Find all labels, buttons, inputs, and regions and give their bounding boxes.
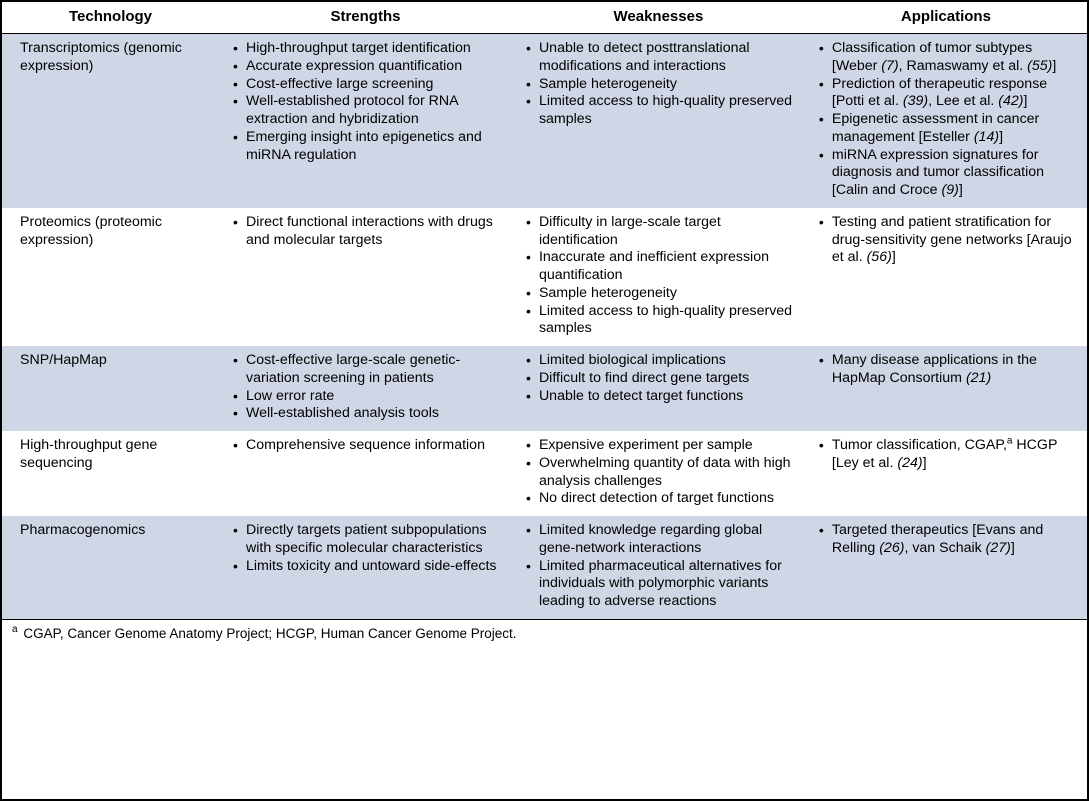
- list-item: Many disease applications in the HapMap …: [819, 352, 1077, 388]
- list-item: Directly targets patient subpopulations …: [233, 522, 502, 558]
- cell-weaknesses: Difficulty in large-scale target identif…: [512, 208, 805, 346]
- cell-strengths-list: Comprehensive sequence information: [233, 437, 502, 455]
- list-item: Accurate expression quantification: [233, 58, 502, 76]
- col-header-strengths: Strengths: [219, 2, 512, 34]
- cell-strengths-list: Directly targets patient subpopulations …: [233, 522, 502, 575]
- cell-weaknesses-list: Limited knowledge regarding global gene-…: [526, 522, 795, 611]
- list-item: Unable to detect target functions: [526, 388, 795, 406]
- table-body: Transcriptomics (genomic expression)High…: [2, 34, 1087, 620]
- list-item: Tumor classification, CGAP,a HCGP [Ley e…: [819, 437, 1077, 473]
- list-item: Difficulty in large-scale target identif…: [526, 214, 795, 250]
- list-item: Comprehensive sequence information: [233, 437, 502, 455]
- list-item: Sample heterogeneity: [526, 285, 795, 303]
- table-wrapper: Technology Strengths Weaknesses Applicat…: [2, 2, 1087, 799]
- list-item: Limited access to high-quality preserved…: [526, 303, 795, 339]
- list-item: Cost-effective large-scale genetic-varia…: [233, 352, 502, 388]
- list-item: Limited knowledge regarding global gene-…: [526, 522, 795, 558]
- list-item: Emerging insight into epigenetics and mi…: [233, 129, 502, 165]
- list-item: No direct detection of target functions: [526, 490, 795, 508]
- cell-weaknesses-list: Difficulty in large-scale target identif…: [526, 214, 795, 338]
- cell-applications-list: Many disease applications in the HapMap …: [819, 352, 1077, 388]
- list-item: Limited pharmaceutical alternatives for …: [526, 558, 795, 611]
- list-item: Targeted therapeutics [Evans and Relling…: [819, 522, 1077, 558]
- cell-applications-list: Classification of tumor subtypes [Weber …: [819, 40, 1077, 200]
- table-header-row: Technology Strengths Weaknesses Applicat…: [2, 2, 1087, 34]
- cell-weaknesses: Limited knowledge regarding global gene-…: [512, 516, 805, 619]
- table-footnote: a CGAP, Cancer Genome Anatomy Project; H…: [2, 619, 1087, 648]
- cell-technology: Proteomics (proteomic expression): [2, 208, 219, 346]
- col-header-applications: Applications: [805, 2, 1087, 34]
- cell-applications-list: Targeted therapeutics [Evans and Relling…: [819, 522, 1077, 558]
- list-item: Direct functional interactions with drug…: [233, 214, 502, 250]
- cell-applications: Many disease applications in the HapMap …: [805, 346, 1087, 431]
- list-item: Limited biological implications: [526, 352, 795, 370]
- cell-strengths: Cost-effective large-scale genetic-varia…: [219, 346, 512, 431]
- cell-applications: Testing and patient stratification for d…: [805, 208, 1087, 346]
- cell-applications-list: Tumor classification, CGAP,a HCGP [Ley e…: [819, 437, 1077, 473]
- cell-weaknesses-list: Expensive experiment per sampleOverwhelm…: [526, 437, 795, 508]
- cell-weaknesses-list: Unable to detect posttranslational modif…: [526, 40, 795, 129]
- table-row: Pharmacogenomics Directly targets patient…: [2, 516, 1087, 619]
- cell-weaknesses: Expensive experiment per sampleOverwhelm…: [512, 431, 805, 516]
- cell-technology: High-throughput gene sequencing: [2, 431, 219, 516]
- table-footnote-row: a CGAP, Cancer Genome Anatomy Project; H…: [2, 619, 1087, 648]
- cell-applications: Tumor classification, CGAP,a HCGP [Ley e…: [805, 431, 1087, 516]
- list-item: Inaccurate and inefficient expression qu…: [526, 249, 795, 285]
- list-item: Sample heterogeneity: [526, 76, 795, 94]
- list-item: Prediction of therapeutic response [Pott…: [819, 76, 1077, 112]
- cell-technology: Pharmacogenomics: [2, 516, 219, 619]
- cell-technology: Transcriptomics (genomic expression): [2, 34, 219, 208]
- technology-comparison-table: Technology Strengths Weaknesses Applicat…: [2, 2, 1087, 649]
- table-row: Transcriptomics (genomic expression)High…: [2, 34, 1087, 208]
- table-row: High-throughput gene sequencing Comprehen…: [2, 431, 1087, 516]
- list-item: Overwhelming quantity of data with high …: [526, 455, 795, 491]
- list-item: Testing and patient stratification for d…: [819, 214, 1077, 267]
- list-item: Low error rate: [233, 388, 502, 406]
- cell-strengths-list: High-throughput target identificationAcc…: [233, 40, 502, 164]
- cell-strengths: High-throughput target identificationAcc…: [219, 34, 512, 208]
- list-item: Well-established analysis tools: [233, 405, 502, 423]
- list-item: Epigenetic assessment in cancer manageme…: [819, 111, 1077, 147]
- list-item: High-throughput target identification: [233, 40, 502, 58]
- cell-strengths-list: Direct functional interactions with drug…: [233, 214, 502, 250]
- cell-weaknesses-list: Limited biological implicationsDifficult…: [526, 352, 795, 405]
- cell-weaknesses: Unable to detect posttranslational modif…: [512, 34, 805, 208]
- cell-strengths-list: Cost-effective large-scale genetic-varia…: [233, 352, 502, 423]
- list-item: miRNA expression signatures for diagnosi…: [819, 147, 1077, 200]
- list-item: Cost-effective large screening: [233, 76, 502, 94]
- table-row: SNP/HapMap Cost-effective large-scale gen…: [2, 346, 1087, 431]
- cell-strengths: Direct functional interactions with drug…: [219, 208, 512, 346]
- cell-strengths: Comprehensive sequence information: [219, 431, 512, 516]
- list-item: Classification of tumor subtypes [Weber …: [819, 40, 1077, 76]
- col-header-technology: Technology: [2, 2, 219, 34]
- cell-strengths: Directly targets patient subpopulations …: [219, 516, 512, 619]
- list-item: Limits toxicity and untoward side-effect…: [233, 558, 502, 576]
- list-item: Unable to detect posttranslational modif…: [526, 40, 795, 76]
- list-item: Well-established protocol for RNA extrac…: [233, 93, 502, 129]
- list-item: Limited access to high-quality preserved…: [526, 93, 795, 129]
- list-item: Expensive experiment per sample: [526, 437, 795, 455]
- cell-technology: SNP/HapMap: [2, 346, 219, 431]
- cell-applications: Targeted therapeutics [Evans and Relling…: [805, 516, 1087, 619]
- cell-applications: Classification of tumor subtypes [Weber …: [805, 34, 1087, 208]
- col-header-weaknesses: Weaknesses: [512, 2, 805, 34]
- table-row: Proteomics (proteomic expression) Direct …: [2, 208, 1087, 346]
- list-item: Difficult to find direct gene targets: [526, 370, 795, 388]
- cell-applications-list: Testing and patient stratification for d…: [819, 214, 1077, 267]
- table-frame: Technology Strengths Weaknesses Applicat…: [0, 0, 1089, 801]
- cell-weaknesses: Limited biological implicationsDifficult…: [512, 346, 805, 431]
